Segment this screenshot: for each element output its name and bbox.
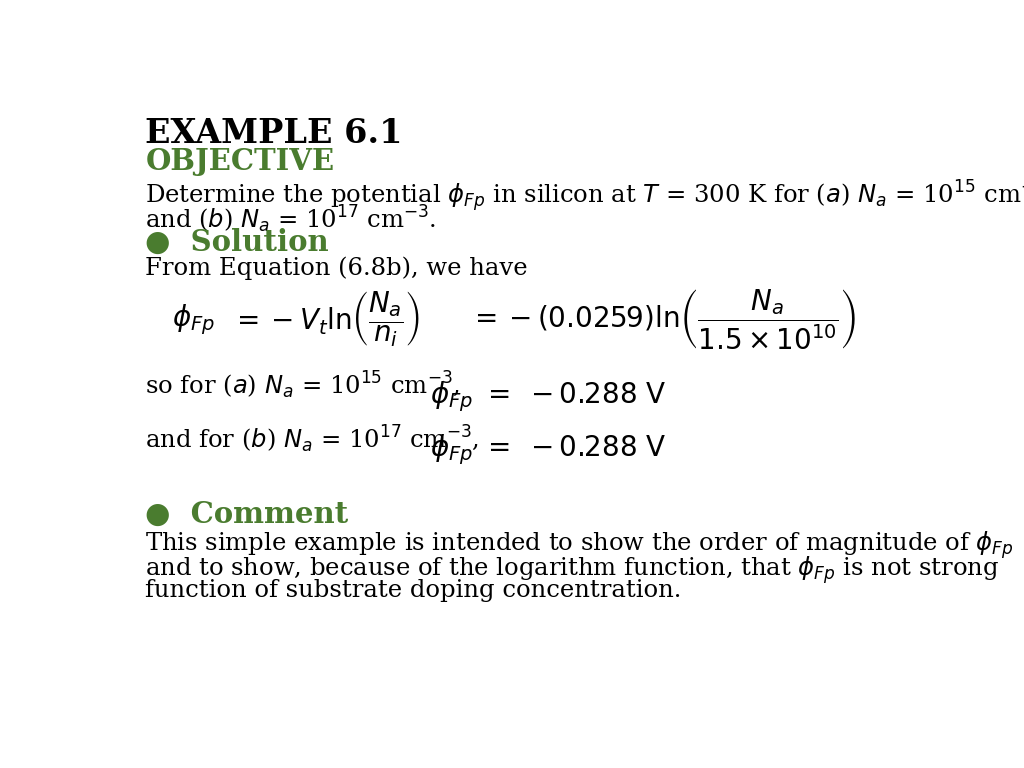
Text: $= -\mathit{V}_t \ln\!\left(\dfrac{N_a}{n_i}\right)$: $= -\mathit{V}_t \ln\!\left(\dfrac{N_a}{…	[231, 290, 420, 349]
Text: $\phi_{Fp}$: $\phi_{Fp}$	[172, 303, 215, 337]
Text: and ($b$) $N_a$ = 10$^{17}$ cm$^{-3}$.: and ($b$) $N_a$ = 10$^{17}$ cm$^{-3}$.	[145, 204, 437, 235]
Text: $\phi_{Fp}\ =\ -0.288\ \mathrm{V}$: $\phi_{Fp}\ =\ -0.288\ \mathrm{V}$	[430, 432, 666, 467]
Text: This simple example is intended to show the order of magnitude of $\phi_{Fp}$: This simple example is intended to show …	[145, 530, 1014, 561]
Text: $\phi_{Fp}\ =\ -0.288\ \mathrm{V}$: $\phi_{Fp}\ =\ -0.288\ \mathrm{V}$	[430, 379, 666, 414]
Text: function of substrate doping concentration.: function of substrate doping concentrati…	[145, 579, 682, 602]
Text: $= -(0.0259)\ln\!\left(\dfrac{N_a}{1.5 \times 10^{10}}\right)$: $= -(0.0259)\ln\!\left(\dfrac{N_a}{1.5 \…	[469, 288, 856, 352]
Text: and for ($b$) $N_a$ = 10$^{17}$ cm$^{-3}$,: and for ($b$) $N_a$ = 10$^{17}$ cm$^{-3}…	[145, 423, 479, 455]
Text: From Equation (6.8b), we have: From Equation (6.8b), we have	[145, 257, 528, 280]
Text: EXAMPLE 6.1: EXAMPLE 6.1	[145, 117, 403, 150]
Text: Determine the potential $\phi_{Fp}$ in silicon at $T$ = 300 K for ($a$) $N_a$ = : Determine the potential $\phi_{Fp}$ in s…	[145, 178, 1024, 214]
Text: OBJECTIVE: OBJECTIVE	[145, 147, 335, 176]
Text: ●  Comment: ● Comment	[145, 500, 349, 529]
Text: ●  Solution: ● Solution	[145, 228, 329, 257]
Text: so for ($a$) $N_a$ = 10$^{15}$ cm$^{-3}$,: so for ($a$) $N_a$ = 10$^{15}$ cm$^{-3}$…	[145, 370, 461, 402]
Text: and to show, because of the logarithm function, that $\phi_{Fp}$ is not strong: and to show, because of the logarithm fu…	[145, 554, 999, 586]
